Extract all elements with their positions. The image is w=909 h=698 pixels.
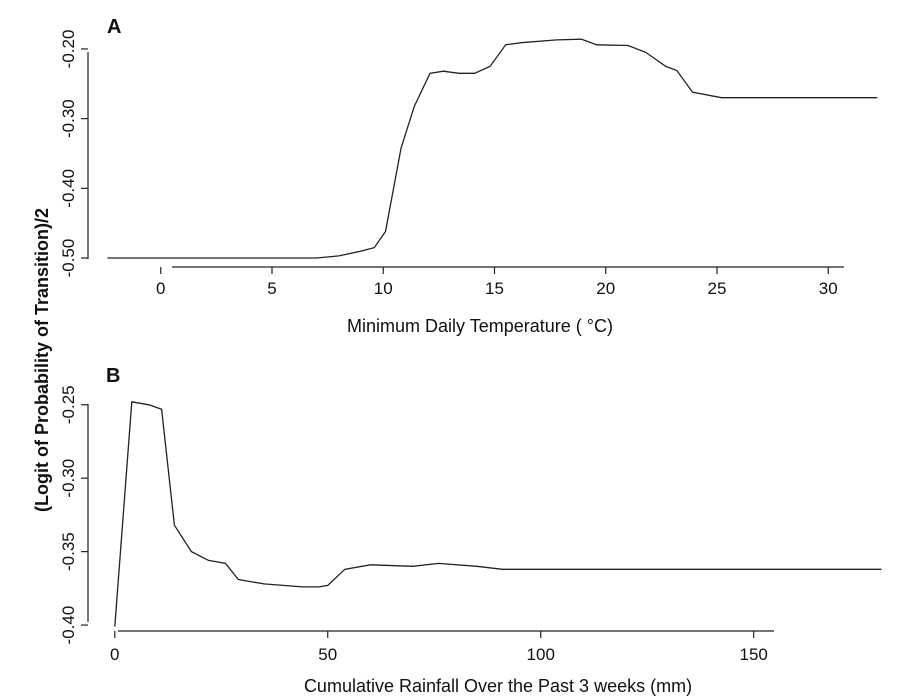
panel-b-letter: B	[106, 365, 120, 387]
panel-b-x-ticks: 0 50 100 150	[110, 631, 768, 664]
panel-a-series-line	[107, 38, 878, 259]
panel-a-x-tick-label: 10	[374, 279, 393, 298]
panel-a-x-tick-label: 25	[708, 279, 727, 298]
panel-b-x-axis-title: Cumulative Rainfall Over the Past 3 week…	[304, 676, 692, 696]
panel-b-y-ticks: -0.40 -0.35 -0.30 -0.25	[59, 385, 88, 644]
panel-a-letter: A	[107, 16, 121, 38]
panel-a-y-tick-label: -0.30	[59, 99, 78, 138]
panel-a-y-tick-label: -0.40	[59, 169, 78, 208]
panel-a-x-axis-title: Minimum Daily Temperature ( °C)	[347, 316, 613, 336]
panel-b-series-line	[114, 401, 882, 627]
panel-a: A -0.50 -0.40 -0.30 -0.20 0 5 10 15 20 25 30 Mini…	[59, 16, 878, 336]
panel-b: B -0.40 -0.35 -0.30 -0.25 0 50 100 150 Cumulat…	[59, 365, 882, 696]
panel-b-x-tick-label: 150	[740, 645, 768, 664]
panel-a-x-tick-label: 30	[819, 279, 838, 298]
panel-b-x-tick-label: 50	[318, 645, 337, 664]
panel-b-y-tick-label: -0.30	[59, 459, 78, 498]
panel-a-x-tick-label: 0	[156, 279, 165, 298]
panel-a-y-tick-label: -0.50	[59, 239, 78, 278]
panel-a-x-tick-label: 5	[267, 279, 276, 298]
panel-a-y-tick-label: -0.20	[59, 30, 78, 69]
y-axis-title: (Logit of Probability of Transition)/2	[32, 208, 52, 512]
panel-b-x-tick-label: 0	[110, 645, 119, 664]
panel-b-y-tick-label: -0.40	[59, 606, 78, 645]
panel-a-x-tick-label: 15	[485, 279, 504, 298]
panel-b-y-tick-label: -0.25	[59, 385, 78, 424]
panel-b-x-tick-label: 100	[527, 645, 555, 664]
panel-a-x-ticks: 0 5 10 15 20 25 30	[156, 267, 838, 298]
panel-a-x-tick-label: 20	[596, 279, 615, 298]
panel-b-y-tick-label: -0.35	[59, 532, 78, 571]
panel-a-y-ticks: -0.50 -0.40 -0.30 -0.20	[59, 30, 88, 278]
